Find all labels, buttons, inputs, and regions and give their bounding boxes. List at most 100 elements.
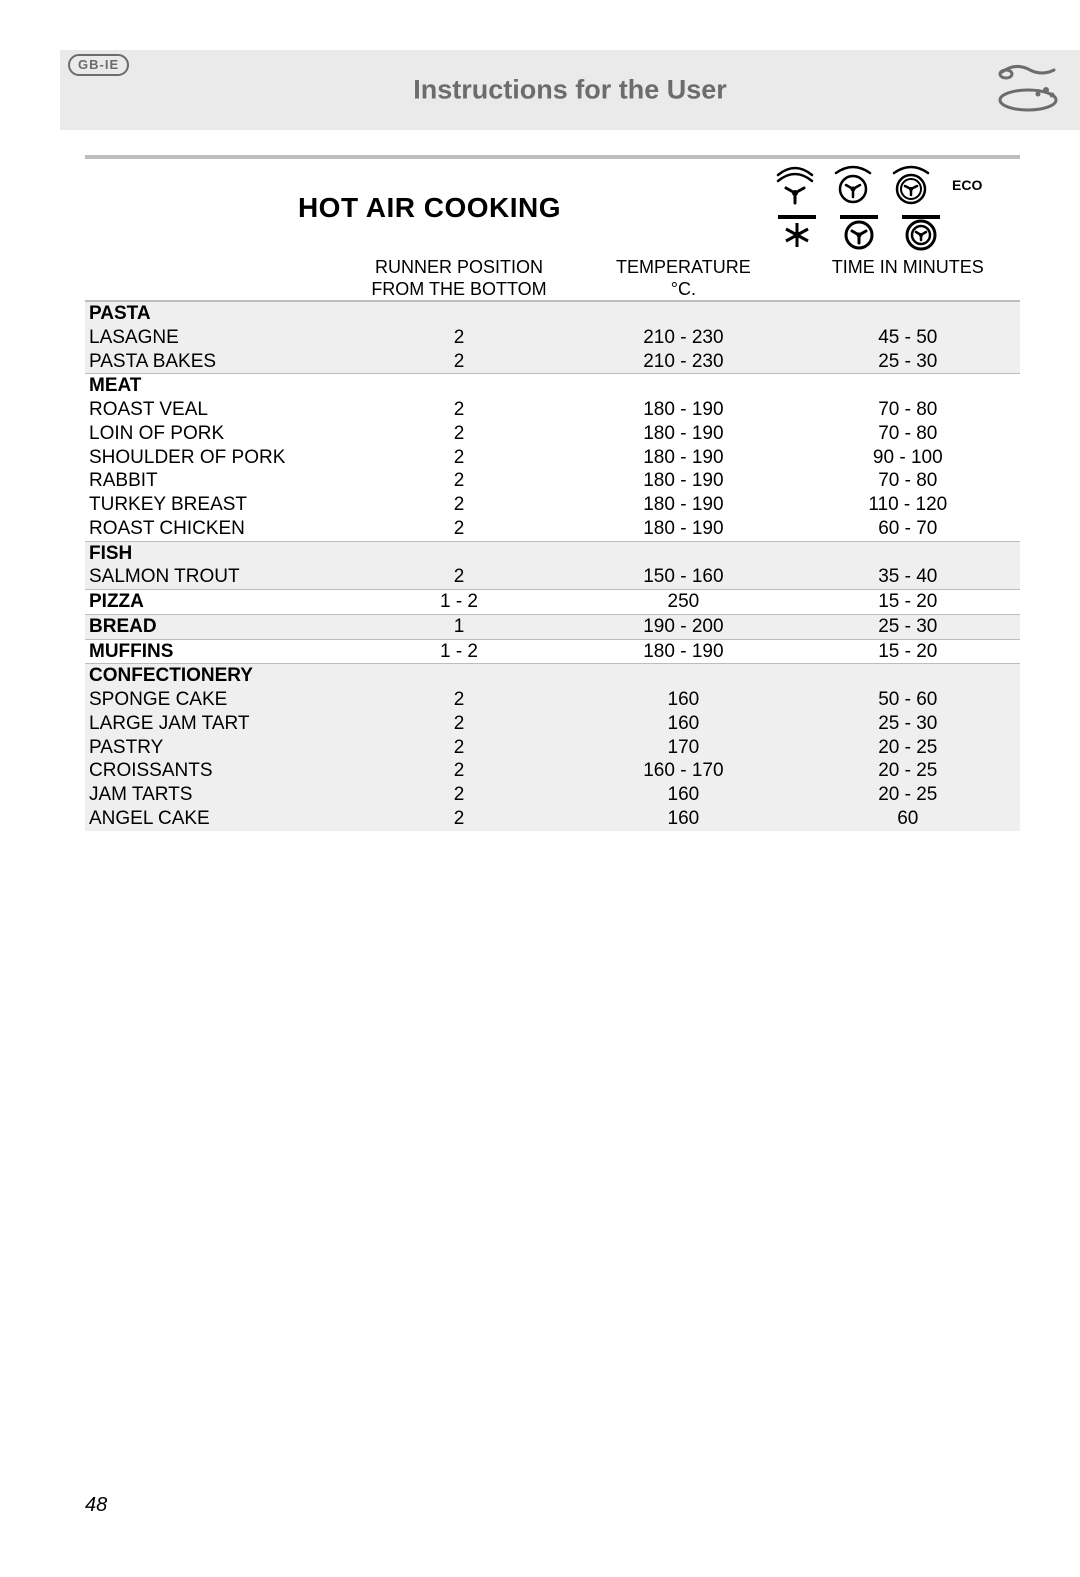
locale-badge: GB-IE [68, 54, 129, 76]
cell-position: 2 [347, 565, 571, 589]
cell-time: 50 - 60 [796, 688, 1020, 712]
cell-position: 1 - 2 [347, 639, 571, 664]
cell-temperature: 180 - 190 [571, 639, 795, 664]
cell-position: 2 [347, 783, 571, 807]
group-inline-row: BREAD1190 - 20025 - 30 [85, 614, 1020, 639]
cell-position: 2 [347, 469, 571, 493]
cell-position: 2 [347, 712, 571, 736]
table-header-row: RUNNER POSITIONFROM THE BOTTOM TEMPERATU… [85, 257, 1020, 301]
cell-temperature: 180 - 190 [571, 517, 795, 541]
page-title: Instructions for the User [413, 75, 727, 106]
cell-time: 20 - 25 [796, 783, 1020, 807]
item-row: SHOULDER OF PORK2180 - 19090 - 100 [85, 446, 1020, 470]
cell-position: 2 [347, 326, 571, 350]
item-row: LASAGNE2210 - 23045 - 50 [85, 326, 1020, 350]
page: GB-IE Instructions for the User HOT AIR … [0, 50, 1080, 1577]
col-position-header: RUNNER POSITIONFROM THE BOTTOM [347, 257, 571, 301]
cell-time: 15 - 20 [796, 639, 1020, 664]
header-band: GB-IE Instructions for the User [60, 50, 1080, 130]
group-header-row: CONFECTIONERY [85, 664, 1020, 688]
fan-arc-double-circle-icon [890, 165, 932, 205]
cell-time: 45 - 50 [796, 326, 1020, 350]
group-header-row: FISH [85, 541, 1020, 565]
content: HOT AIR COOKING [85, 155, 1020, 831]
cell-position: 1 - 2 [347, 590, 571, 615]
item-row: SALMON TROUT2150 - 16035 - 40 [85, 565, 1020, 589]
item-row: PASTA BAKES2210 - 23025 - 30 [85, 350, 1020, 374]
cell-time: 70 - 80 [796, 422, 1020, 446]
section-header: HOT AIR COOKING [85, 159, 1020, 257]
cell-temperature: 210 - 230 [571, 326, 795, 350]
cell-position: 2 [347, 398, 571, 422]
cell-time: 20 - 25 [796, 736, 1020, 760]
item-row: ROAST CHICKEN2180 - 19060 - 70 [85, 517, 1020, 541]
item-row: ROAST VEAL2180 - 19070 - 80 [85, 398, 1020, 422]
cell-position: 2 [347, 350, 571, 374]
item-row: ANGEL CAKE216060 [85, 807, 1020, 831]
group-name: MUFFINS [85, 639, 347, 664]
cell-temperature: 180 - 190 [571, 446, 795, 470]
cell-temperature: 250 [571, 590, 795, 615]
cell-item: TURKEY BREAST [85, 493, 347, 517]
group-header-row: PASTA [85, 301, 1020, 326]
item-row: LARGE JAM TART216025 - 30 [85, 712, 1020, 736]
cell-temperature: 170 [571, 736, 795, 760]
cell-temperature: 180 - 190 [571, 469, 795, 493]
group-name: CONFECTIONERY [85, 664, 347, 688]
item-row: TURKEY BREAST2180 - 190110 - 120 [85, 493, 1020, 517]
cell-position: 2 [347, 493, 571, 517]
fan-arc-circle-icon [832, 165, 874, 205]
cell-item: LOIN OF PORK [85, 422, 347, 446]
col-item-header [85, 257, 347, 301]
fan-arc-icon [774, 165, 816, 205]
cell-time: 15 - 20 [796, 590, 1020, 615]
group-name: PIZZA [85, 590, 347, 615]
group-name: MEAT [85, 374, 347, 398]
cell-item: LASAGNE [85, 326, 347, 350]
cell-item: ANGEL CAKE [85, 807, 347, 831]
cell-temperature: 160 [571, 712, 795, 736]
cell-item: RABBIT [85, 469, 347, 493]
cell-position: 2 [347, 688, 571, 712]
fan-bar-double-circle-icon [898, 211, 944, 251]
cell-item: PASTRY [85, 736, 347, 760]
cell-time: 20 - 25 [796, 759, 1020, 783]
cell-time: 25 - 30 [796, 350, 1020, 374]
cell-time: 60 - 70 [796, 517, 1020, 541]
cell-item: PASTA BAKES [85, 350, 347, 374]
group-name: BREAD [85, 614, 347, 639]
cell-time: 70 - 80 [796, 469, 1020, 493]
cell-item: ROAST CHICKEN [85, 517, 347, 541]
section-title: HOT AIR COOKING [298, 192, 561, 223]
cell-time: 90 - 100 [796, 446, 1020, 470]
cell-position: 2 [347, 446, 571, 470]
cell-time: 110 - 120 [796, 493, 1020, 517]
cell-temperature: 160 [571, 688, 795, 712]
spoon-dish-icon [996, 60, 1060, 112]
cell-temperature: 210 - 230 [571, 350, 795, 374]
cooking-table: RUNNER POSITIONFROM THE BOTTOM TEMPERATU… [85, 257, 1020, 831]
cell-item: CROISSANTS [85, 759, 347, 783]
cell-temperature: 180 - 190 [571, 398, 795, 422]
cell-time: 60 [796, 807, 1020, 831]
cell-position: 2 [347, 422, 571, 446]
col-time-header: TIME IN MINUTES [796, 257, 1020, 301]
group-inline-row: PIZZA1 - 225015 - 20 [85, 590, 1020, 615]
eco-label: ECO [952, 177, 982, 193]
cell-item: LARGE JAM TART [85, 712, 347, 736]
cell-item: SPONGE CAKE [85, 688, 347, 712]
cell-position: 2 [347, 736, 571, 760]
cooking-mode-icons: ECO [774, 165, 1020, 251]
cell-temperature: 150 - 160 [571, 565, 795, 589]
cell-item: SALMON TROUT [85, 565, 347, 589]
item-row: CROISSANTS2160 - 17020 - 25 [85, 759, 1020, 783]
cell-temperature: 160 [571, 783, 795, 807]
group-name: PASTA [85, 301, 347, 326]
cell-position: 2 [347, 759, 571, 783]
item-row: SPONGE CAKE216050 - 60 [85, 688, 1020, 712]
cell-time: 35 - 40 [796, 565, 1020, 589]
group-name: FISH [85, 541, 347, 565]
cell-temperature: 180 - 190 [571, 422, 795, 446]
item-row: JAM TARTS216020 - 25 [85, 783, 1020, 807]
cell-time: 25 - 30 [796, 712, 1020, 736]
